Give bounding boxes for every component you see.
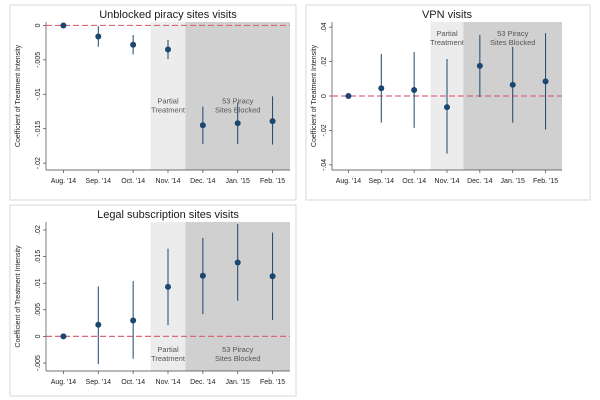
shaded-region [185, 22, 290, 170]
shaded-label-line: 53 Piracy [222, 96, 254, 105]
y-axis-label: Coefficient of Treatment Intensity [15, 245, 22, 348]
y-tick-label: .02 [321, 57, 328, 67]
x-tick-label: Oct. '14 [121, 178, 145, 185]
x-tick-label: Oct. '14 [402, 178, 426, 185]
shaded-region-label: 53 Piracy Sites Blocked [490, 29, 535, 47]
y-tick-label: -.02 [35, 157, 42, 169]
chart-title: Unblocked piracy sites visits [99, 9, 237, 21]
data-point [130, 317, 137, 324]
data-point [378, 85, 385, 92]
data-point [60, 333, 67, 340]
shaded-region-label: 53 Piracy Sites Blocked [215, 345, 260, 363]
y-tick-label: -.015 [35, 121, 42, 137]
y-tick-label: .04 [321, 22, 328, 32]
x-tick-label: Dec. '14 [190, 379, 216, 386]
x-tick-label: Sep. '14 [86, 379, 112, 386]
data-point [165, 46, 171, 53]
data-point [199, 272, 206, 279]
x-tick-label: Dec. '14 [467, 178, 493, 185]
x-tick-label: Nov. '14 [156, 379, 181, 386]
shaded-label-line: Partial [157, 96, 179, 105]
y-tick-label: -.005 [35, 355, 42, 371]
chart-title: Legal subscription sites visits [97, 209, 239, 221]
shaded-region-label: Partial Treatment [430, 29, 465, 47]
x-tick-label: Dec. '14 [190, 178, 216, 185]
data-point [130, 41, 137, 48]
chart-panel-3: Partial Treatment 53 Piracy Sites Blocked .0… [9, 204, 297, 397]
shaded-label-line: Treatment [430, 38, 465, 47]
data-point [509, 81, 516, 88]
y-tick-label: 0 [35, 23, 42, 27]
y-tick-label: .015 [35, 250, 42, 264]
y-tick-label: -.04 [321, 159, 328, 171]
data-point [269, 273, 276, 280]
shaded-label-line: Treatment [151, 105, 186, 114]
y-axis-label: Coefficient of Treatment Intensity [311, 44, 318, 147]
chart-title: VPN visits [422, 9, 473, 21]
data-point [269, 118, 276, 125]
data-point [444, 104, 450, 111]
shaded-label-line: 53 Piracy [497, 29, 529, 38]
x-tick-label: Sep. '14 [86, 178, 112, 185]
shaded-label-line: Partial [157, 345, 179, 354]
x-tick-label: Feb. '15 [260, 379, 285, 386]
x-tick-label: Jan. '15 [501, 178, 525, 185]
data-point [95, 321, 102, 328]
y-tick-label: .005 [35, 303, 42, 317]
x-tick-label: Nov. '14 [435, 178, 460, 185]
x-tick-label: Aug. '14 [51, 178, 77, 185]
y-axis-label: Coefficient of Treatment Intensity [15, 44, 22, 147]
x-tick-label: Jan. '15 [226, 178, 250, 185]
x-tick-label: Oct. '14 [121, 379, 145, 386]
data-point [199, 122, 206, 129]
y-tick-label: 0 [35, 334, 42, 338]
data-point [95, 33, 102, 40]
x-tick-label: Feb. '15 [533, 178, 558, 185]
x-tick-label: Aug. '14 [51, 379, 77, 386]
y-tick-label: -.02 [321, 124, 328, 136]
data-point [234, 120, 241, 127]
data-point [411, 86, 418, 93]
shaded-label-line: Treatment [151, 354, 186, 363]
data-point [476, 62, 483, 69]
shaded-label-line: Partial [436, 29, 458, 38]
data-point [165, 283, 171, 290]
x-tick-label: Nov. '14 [156, 178, 181, 185]
data-point [345, 93, 352, 99]
y-tick-label: .01 [35, 278, 42, 288]
x-tick-label: Aug. '14 [336, 178, 362, 185]
shaded-region-label: Partial Treatment [151, 96, 186, 114]
y-tick-label: 0 [321, 94, 328, 98]
x-tick-label: Feb. '15 [260, 178, 285, 185]
data-point [542, 78, 549, 85]
x-tick-label: Sep. '14 [369, 178, 395, 185]
shaded-region-label: Partial Treatment [151, 345, 186, 363]
y-tick-label: -.01 [35, 88, 42, 100]
shaded-label-line: Sites Blocked [215, 354, 260, 363]
y-tick-label: .02 [35, 225, 42, 235]
shaded-label-line: 53 Piracy [222, 345, 254, 354]
x-tick-label: Jan. '15 [226, 379, 250, 386]
chart-panel-2: Partial Treatment 53 Piracy Sites Blocked .0… [305, 4, 591, 201]
data-point [60, 22, 67, 29]
data-point [234, 259, 241, 266]
shaded-label-line: Sites Blocked [490, 38, 535, 47]
y-tick-label: -.005 [35, 52, 42, 68]
